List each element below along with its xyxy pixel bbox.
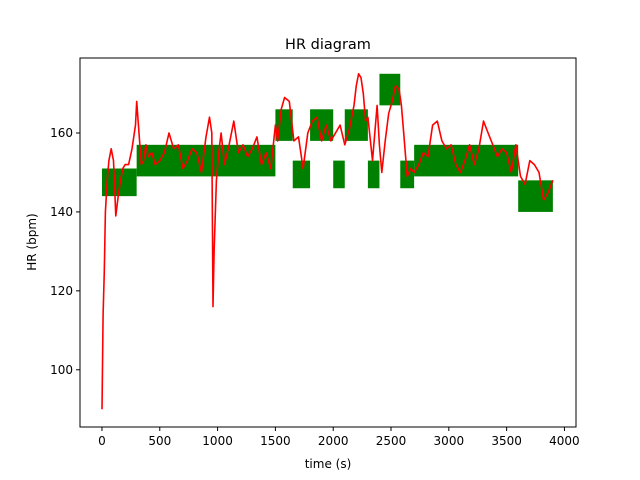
y-tick-label: 140 — [50, 205, 73, 219]
chart-title: HR diagram — [285, 37, 371, 53]
series-layer — [101, 73, 554, 410]
y-axis: 100 120 140 160 — [50, 126, 80, 377]
x-tick-label: 2500 — [376, 434, 407, 448]
x-tick-label: 2000 — [318, 434, 349, 448]
plot-frame — [79, 57, 577, 428]
zone-band-3 — [292, 160, 311, 189]
x-tick-label: 1000 — [202, 434, 233, 448]
y-axis-label: HR (bpm) — [25, 213, 39, 270]
zone-band-1 — [136, 144, 276, 177]
y-tick-label: 100 — [50, 363, 73, 377]
zone-band-6 — [344, 109, 368, 141]
zones-layer — [101, 73, 553, 212]
hr-series-line-0 — [101, 73, 554, 410]
x-tick-label: 4000 — [549, 434, 580, 448]
x-axis: 0 500 1000 1500 2000 2500 3000 3500 4000 — [98, 427, 580, 448]
x-axis-label: time (s) — [305, 457, 352, 471]
y-tick-label: 120 — [50, 284, 73, 298]
x-tick-label: 0 — [98, 434, 106, 448]
y-tick-label: 160 — [50, 126, 73, 140]
zone-band-8 — [379, 73, 401, 106]
x-tick-label: 1500 — [260, 434, 291, 448]
zone-band-5 — [333, 160, 345, 189]
x-tick-label: 3500 — [491, 434, 522, 448]
x-tick-label: 500 — [148, 434, 171, 448]
zone-band-7 — [367, 160, 380, 189]
zone-band-11 — [518, 180, 553, 212]
x-tick-label: 3000 — [434, 434, 465, 448]
